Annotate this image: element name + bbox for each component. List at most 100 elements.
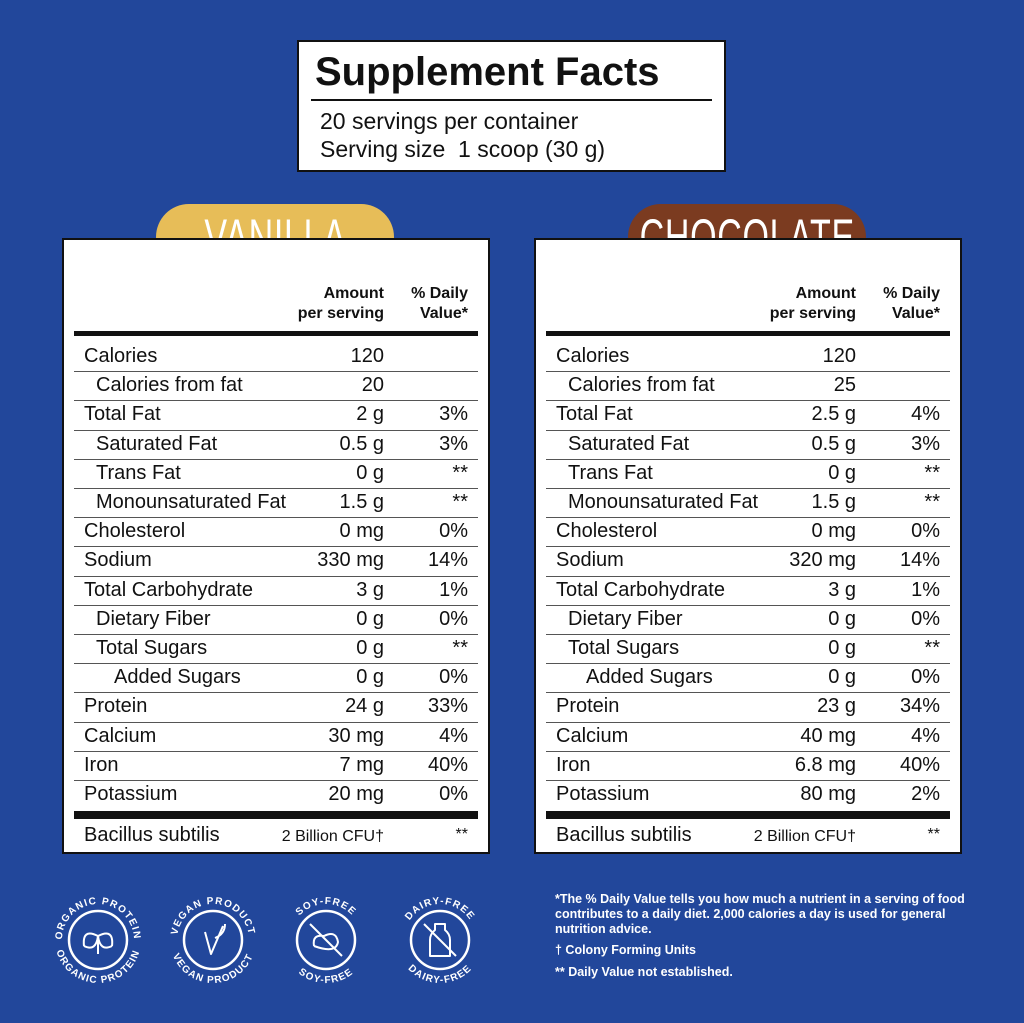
amount-header: Amount: [795, 285, 856, 302]
amount: 20 mg: [328, 783, 384, 805]
row-rule: [546, 780, 950, 781]
row-rule: [546, 721, 950, 723]
daily-value: 4%: [911, 403, 940, 426]
nutrient-name: Total Sugars: [96, 637, 208, 659]
nutrient-name: Added Sugars: [114, 666, 241, 689]
row-rule: [74, 517, 478, 519]
nutrient-name: Sodium: [556, 549, 624, 572]
daily-value: **: [924, 461, 940, 484]
badge-ring: [182, 909, 244, 971]
badge-label: ORGANIC PROTEIN: [54, 896, 141, 940]
amount: 0 mg: [811, 520, 856, 543]
thick-rule: [546, 331, 950, 336]
nutrient-name: Dietary Fiber: [96, 607, 211, 630]
daily-value: 1%: [911, 578, 940, 601]
badge-text: DAIRY-FREE: [406, 963, 474, 986]
daily-value: 0%: [439, 607, 468, 630]
badge-label: DAIRY-FREE: [403, 896, 475, 923]
row-rule: [546, 575, 950, 577]
thick-rule: [74, 331, 478, 336]
badge-ring: [409, 909, 471, 971]
daily-value: 3%: [439, 432, 468, 455]
probiotic-dv: **: [455, 826, 468, 844]
row-rule: [546, 400, 950, 402]
title: Supplement Facts: [315, 50, 660, 94]
amount: 0.5 g: [811, 432, 856, 455]
amount: 3 g: [828, 578, 856, 601]
row-rule: [546, 750, 950, 752]
row-rule: [74, 429, 478, 431]
daily-value: 0%: [911, 520, 940, 543]
probiotic-amount: 2 Billion CFU†: [753, 828, 856, 846]
footnote: † Colony Forming Units: [555, 943, 696, 957]
nutrient-name: Iron: [84, 753, 119, 776]
nutrient-name: Iron: [556, 753, 591, 776]
daily-value: **: [924, 491, 940, 513]
row-rule: [546, 692, 950, 694]
nutrient-name: Dietary Fiber: [568, 607, 683, 630]
row-rule: [546, 604, 950, 606]
amount-header: per serving: [769, 305, 856, 322]
daily-value: **: [452, 491, 468, 513]
nutrient-name: Protein: [84, 695, 148, 718]
nutrient-name: Monounsaturated Fat: [96, 491, 287, 513]
amount: 0 g: [828, 607, 856, 630]
nutrient-name: Calories: [556, 345, 630, 367]
amount: 1.5 g: [811, 491, 856, 513]
row-rule: [74, 546, 478, 548]
amount: 330 mg: [317, 549, 384, 572]
amount: 0 g: [356, 607, 384, 630]
row-rule: [74, 663, 478, 665]
amount: 30 mg: [328, 724, 384, 747]
daily-value: 14%: [899, 549, 940, 572]
nutrient-name: Saturated Fat: [96, 432, 218, 455]
amount: 0 g: [828, 666, 856, 689]
daily-value: 1%: [439, 578, 468, 601]
daily-value: 33%: [427, 695, 468, 718]
amount: 1.5 g: [339, 491, 384, 513]
daily-value: 3%: [911, 432, 940, 455]
nutrient-name: Calcium: [556, 724, 629, 747]
daily-value: 40%: [899, 753, 940, 776]
footnote: *The % Daily Value tells you how much a …: [555, 892, 965, 936]
amount: 0 mg: [339, 520, 384, 543]
badge-label: VEGAN PRODUCT: [169, 896, 255, 936]
nutrient-name: Trans Fat: [568, 461, 653, 484]
nutrient-name: Total Fat: [556, 403, 633, 426]
nutrient-name: Total Carbohydrate: [556, 578, 725, 601]
row-rule: [546, 546, 950, 548]
amount: 120: [822, 345, 856, 367]
row-rule: [546, 488, 950, 489]
daily-value: **: [452, 637, 468, 659]
serving-size: Serving size 1 scoop (30 g): [320, 136, 606, 162]
daily-value: 14%: [427, 549, 468, 572]
servings: 20 servings per container: [320, 108, 579, 134]
dv-header: Value*: [891, 305, 940, 322]
badge-ring: [67, 909, 129, 971]
row-rule: [74, 721, 478, 723]
daily-value: 34%: [899, 695, 940, 718]
row-rule: [74, 575, 478, 577]
row-rule: [74, 488, 478, 489]
nutrient-name: Total Fat: [84, 403, 161, 426]
row-rule: [74, 604, 478, 606]
amount: 23 g: [817, 695, 856, 718]
amount: 2.5 g: [811, 403, 856, 426]
amount: 25: [833, 374, 856, 397]
badge-text: VEGAN PRODUCT: [169, 896, 256, 936]
probiotic-amount: 2 Billion CFU†: [281, 828, 384, 846]
amount-header: per serving: [297, 305, 384, 322]
row-rule: [74, 400, 478, 402]
amount: 2 g: [356, 403, 384, 426]
nutrient-name: Total Sugars: [568, 637, 680, 659]
nutrient-name: Added Sugars: [586, 666, 713, 689]
nutrient-name: Protein: [556, 695, 620, 718]
daily-value: 0%: [439, 783, 468, 805]
amount: 80 mg: [800, 783, 856, 805]
badge-label: SOY-FREE: [294, 896, 357, 918]
amount: 320 mg: [789, 549, 856, 572]
row-rule: [546, 371, 950, 373]
nutrient-name: Potassium: [556, 783, 650, 805]
badge-text: DAIRY-FREE: [403, 896, 477, 923]
